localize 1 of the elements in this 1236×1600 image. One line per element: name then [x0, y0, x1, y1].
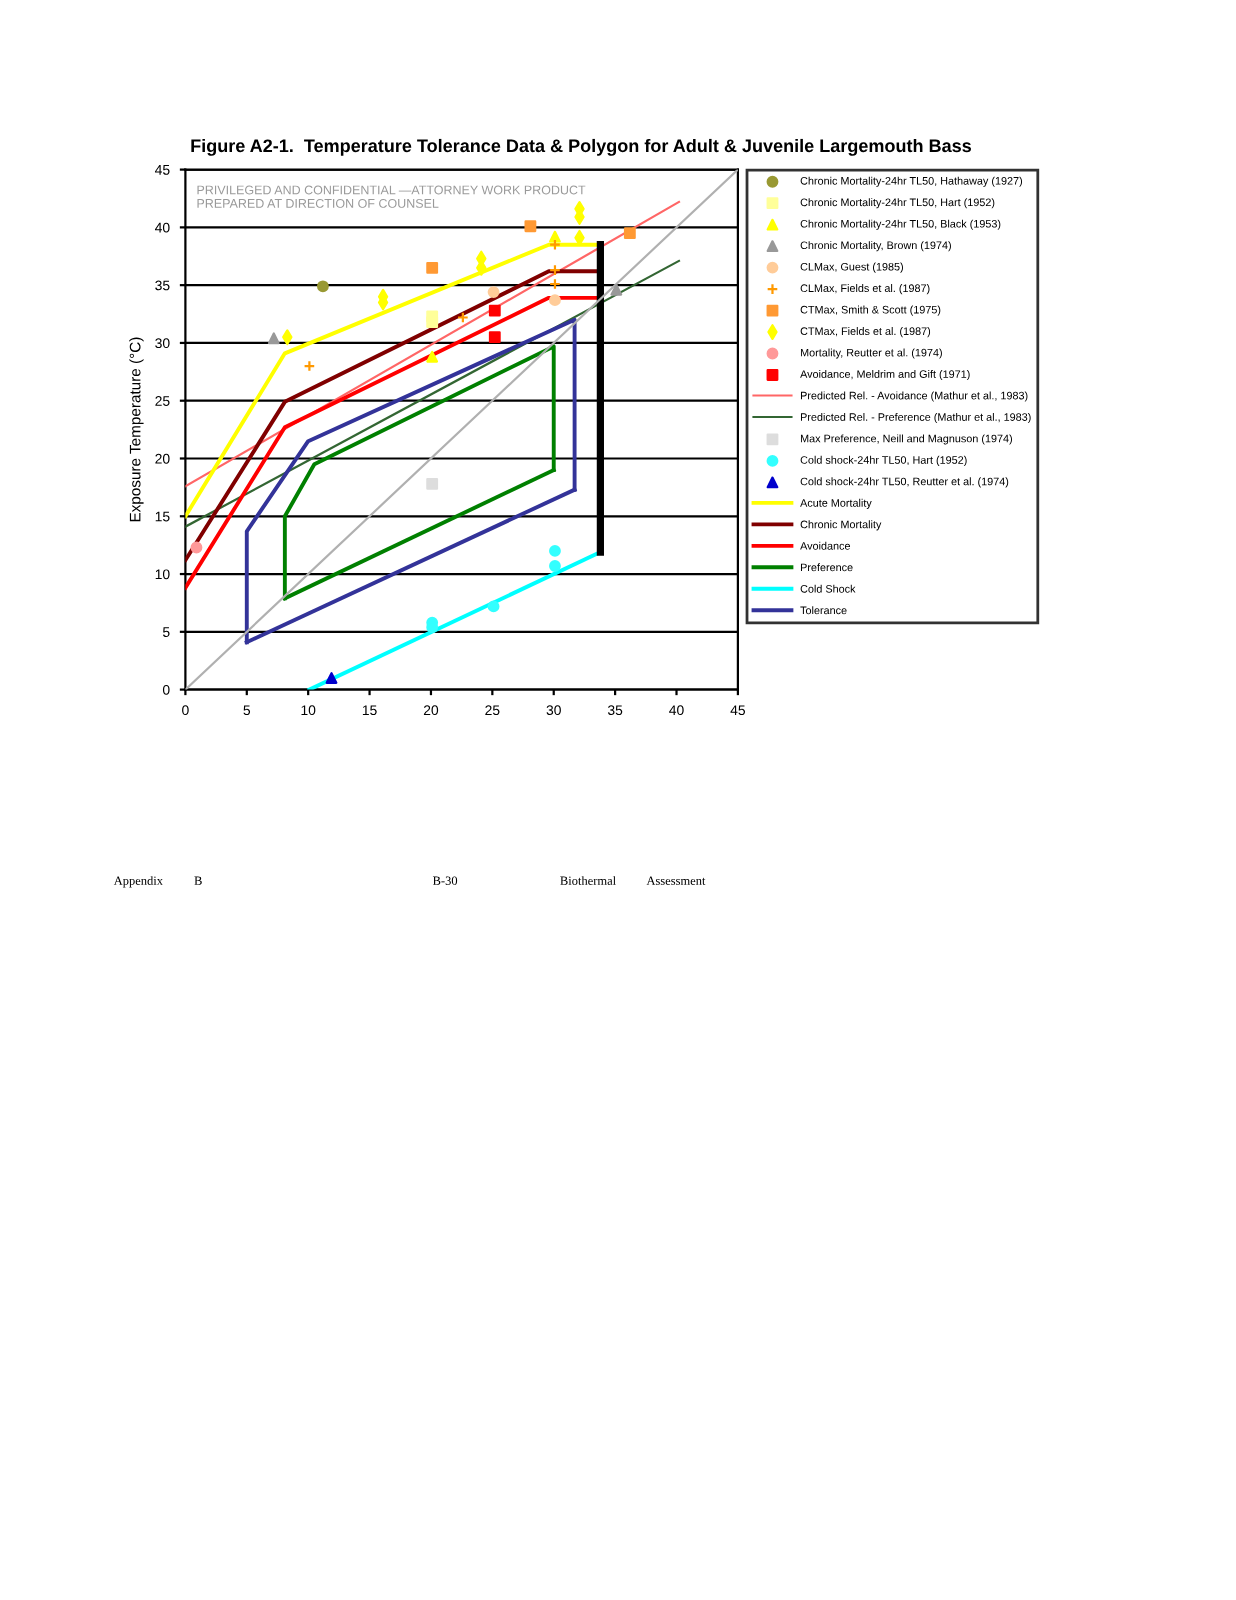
chart-title: Figure A2-1. Temperature Tolerance Data & Polygon for Adult & Juvenile Largemouth Bass — [191, 138, 971, 156]
